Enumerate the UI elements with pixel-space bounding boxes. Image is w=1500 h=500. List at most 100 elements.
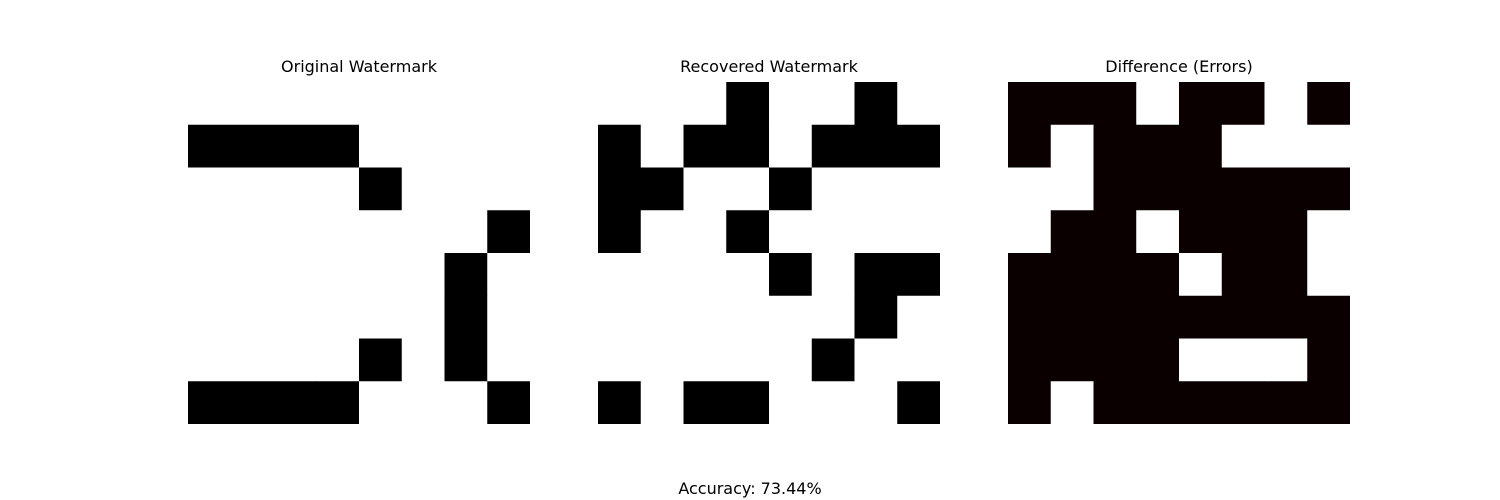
grid-cell-r7-c5 xyxy=(401,381,445,424)
grid-cell-r6-c4 xyxy=(1179,338,1223,382)
grid-cell-r2-c3 xyxy=(1136,167,1180,211)
grid-cell-r4-c1 xyxy=(1050,253,1094,297)
grid-cell-r3-c7 xyxy=(487,210,530,254)
grid-cell-r0-c0 xyxy=(188,82,232,126)
grid-cell-r6-c0 xyxy=(188,338,232,382)
grid-cell-r6-c4 xyxy=(769,338,813,382)
grid-cell-r7-c4 xyxy=(769,381,813,424)
grid-cell-r7-c6 xyxy=(854,381,898,424)
grid-cell-r7-c6 xyxy=(1264,381,1308,424)
grid-cell-r7-c2 xyxy=(273,381,317,424)
grid-cell-r1-c2 xyxy=(1093,124,1137,168)
grid-cell-r6-c7 xyxy=(897,338,940,382)
grid-cell-r3-c5 xyxy=(1221,210,1265,254)
grid-cell-r1-c1 xyxy=(230,124,274,168)
grid-cell-r4-c7 xyxy=(1307,253,1350,297)
grid-cell-r3-c3 xyxy=(726,210,770,254)
grid-cell-r0-c1 xyxy=(640,82,684,126)
grid-cell-r5-c7 xyxy=(897,295,940,339)
grid-cell-r5-c4 xyxy=(359,295,403,339)
grid-cell-r3-c5 xyxy=(811,210,855,254)
grid-cell-r3-c5 xyxy=(401,210,445,254)
grid-cell-r1-c3 xyxy=(726,124,770,168)
grid-cell-r2-c7 xyxy=(1307,167,1350,211)
grid-cell-r6-c3 xyxy=(1136,338,1180,382)
grid-cell-r3-c1 xyxy=(230,210,274,254)
grid-cell-r2-c3 xyxy=(316,167,360,211)
grid-cell-r3-c4 xyxy=(769,210,813,254)
grid-cell-r4-c6 xyxy=(444,253,488,297)
original-watermark-grid xyxy=(188,82,530,424)
grid-cell-r2-c6 xyxy=(444,167,488,211)
grid-cell-r3-c6 xyxy=(444,210,488,254)
grid-cell-r2-c4 xyxy=(1179,167,1223,211)
grid-cell-r0-c1 xyxy=(1050,82,1094,126)
grid-cell-r2-c1 xyxy=(640,167,684,211)
grid-cell-r7-c4 xyxy=(1179,381,1223,424)
grid-cell-r0-c0 xyxy=(598,82,642,126)
grid-cell-r2-c2 xyxy=(1093,167,1137,211)
grid-cell-r4-c4 xyxy=(359,253,403,297)
grid-cell-r6-c2 xyxy=(683,338,727,382)
grid-cell-r1-c7 xyxy=(487,124,530,168)
grid-cell-r3-c6 xyxy=(1264,210,1308,254)
grid-cell-r0-c2 xyxy=(273,82,317,126)
grid-cell-r7-c7 xyxy=(487,381,530,424)
grid-cell-r2-c7 xyxy=(897,167,940,211)
grid-cell-r1-c4 xyxy=(359,124,403,168)
grid-cell-r0-c3 xyxy=(726,82,770,126)
grid-cell-r1-c3 xyxy=(1136,124,1180,168)
grid-cell-r6-c0 xyxy=(1008,338,1052,382)
grid-cell-r4-c6 xyxy=(1264,253,1308,297)
grid-cell-r2-c5 xyxy=(401,167,445,211)
grid-cell-r1-c6 xyxy=(854,124,898,168)
grid-cell-r1-c5 xyxy=(1221,124,1265,168)
panel-title: Difference (Errors) xyxy=(1105,57,1253,76)
grid-cell-r3-c3 xyxy=(1136,210,1180,254)
grid-cell-r4-c6 xyxy=(854,253,898,297)
grid-cell-r1-c5 xyxy=(401,124,445,168)
grid-cell-r2-c2 xyxy=(683,167,727,211)
grid-cell-r0-c0 xyxy=(1008,82,1052,126)
grid-cell-r5-c5 xyxy=(811,295,855,339)
grid-cell-r4-c4 xyxy=(1179,253,1223,297)
grid-cell-r4-c1 xyxy=(640,253,684,297)
grid-cell-r7-c5 xyxy=(1221,381,1265,424)
grid-cell-r7-c1 xyxy=(1050,381,1094,424)
grid-cell-r1-c6 xyxy=(444,124,488,168)
grid-cell-r0-c3 xyxy=(316,82,360,126)
grid-cell-r1-c7 xyxy=(1307,124,1350,168)
grid-cell-r2-c6 xyxy=(1264,167,1308,211)
grid-cell-r3-c2 xyxy=(683,210,727,254)
grid-cell-r4-c5 xyxy=(1221,253,1265,297)
grid-cell-r5-c2 xyxy=(683,295,727,339)
grid-cell-r0-c5 xyxy=(401,82,445,126)
grid-cell-r0-c6 xyxy=(854,82,898,126)
grid-cell-r1-c2 xyxy=(273,124,317,168)
grid-cell-r6-c5 xyxy=(401,338,445,382)
grid-cell-r3-c0 xyxy=(188,210,232,254)
grid-cell-r1-c0 xyxy=(598,124,642,168)
grid-cell-r4-c3 xyxy=(316,253,360,297)
grid-cell-r7-c1 xyxy=(640,381,684,424)
grid-cell-r5-c5 xyxy=(401,295,445,339)
grid-cell-r5-c1 xyxy=(230,295,274,339)
grid-cell-r5-c4 xyxy=(769,295,813,339)
grid-cell-r4-c2 xyxy=(1093,253,1137,297)
grid-cell-r7-c6 xyxy=(444,381,488,424)
grid-cell-r2-c2 xyxy=(273,167,317,211)
grid-cell-r6-c6 xyxy=(1264,338,1308,382)
grid-cell-r1-c2 xyxy=(683,124,727,168)
grid-cell-r7-c0 xyxy=(1008,381,1052,424)
grid-cell-r5-c3 xyxy=(726,295,770,339)
grid-cell-r6-c1 xyxy=(230,338,274,382)
grid-cell-r5-c5 xyxy=(1221,295,1265,339)
grid-cell-r2-c3 xyxy=(726,167,770,211)
grid-cell-r0-c5 xyxy=(1221,82,1265,126)
grid-cell-r5-c1 xyxy=(1050,295,1094,339)
panel-title: Original Watermark xyxy=(281,57,437,76)
grid-cell-r4-c3 xyxy=(1136,253,1180,297)
grid-cell-r2-c0 xyxy=(1008,167,1052,211)
grid-cell-r7-c2 xyxy=(683,381,727,424)
grid-cell-r2-c1 xyxy=(230,167,274,211)
